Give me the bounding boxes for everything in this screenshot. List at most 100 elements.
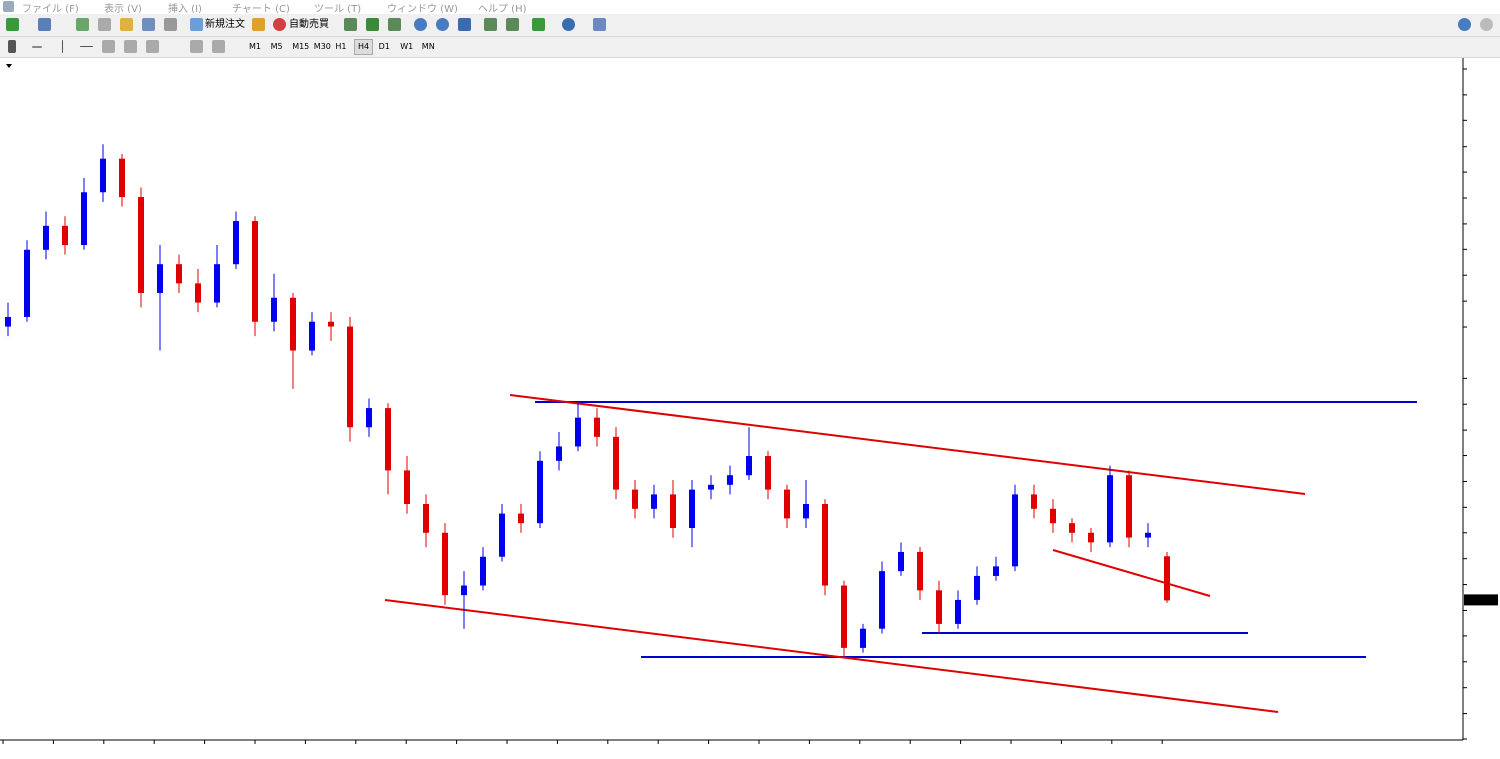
candle-body xyxy=(765,456,771,490)
candle-body xyxy=(613,436,619,490)
profiles-icon[interactable] xyxy=(38,18,51,31)
candle-body xyxy=(100,158,106,193)
candle-body xyxy=(233,221,239,265)
candle-body xyxy=(271,297,277,322)
timeframe-button[interactable]: M30 xyxy=(313,42,331,51)
menu-item[interactable]: ファイル (F) xyxy=(22,4,79,15)
candle-body xyxy=(404,470,410,504)
trendline-tool[interactable] xyxy=(102,40,115,53)
tile-icon[interactable] xyxy=(458,18,471,31)
zoom-out-icon[interactable] xyxy=(436,18,449,31)
cursor-tool[interactable] xyxy=(8,40,16,53)
periods-icon[interactable] xyxy=(562,18,575,31)
candle-body xyxy=(974,575,980,600)
candle-body xyxy=(841,585,847,648)
candle-body xyxy=(670,494,676,528)
timeframe-button[interactable]: D1 xyxy=(378,42,390,51)
timeframe-button[interactable]: M15 xyxy=(292,42,310,51)
timeframe-button[interactable]: W1 xyxy=(400,42,414,51)
channel-tool[interactable] xyxy=(124,40,137,53)
shift-icon[interactable] xyxy=(506,18,519,31)
candle-body xyxy=(1107,475,1113,543)
indicators-icon[interactable] xyxy=(532,18,545,31)
candle-body xyxy=(62,225,68,246)
zoom-in-icon[interactable] xyxy=(414,18,427,31)
candle-body xyxy=(689,489,695,528)
new-chart-icon[interactable] xyxy=(6,18,19,31)
candle-body xyxy=(651,494,657,509)
candle-body xyxy=(461,585,467,596)
timeframe-button[interactable]: MN xyxy=(421,42,435,51)
candle-body xyxy=(860,628,866,648)
candle-body xyxy=(328,321,334,327)
candle-body xyxy=(746,456,752,476)
chat-icon[interactable] xyxy=(1480,18,1493,31)
main-toolbar: 新規注文 自動売買 xyxy=(0,14,1500,37)
candle-body xyxy=(955,599,961,624)
channel-bottom-line xyxy=(384,599,1279,713)
search-icon[interactable] xyxy=(1458,18,1471,31)
candle-body xyxy=(1126,475,1132,538)
candle-body xyxy=(385,408,391,471)
app-icon xyxy=(3,1,14,12)
terminal-icon[interactable] xyxy=(142,18,155,31)
menu-item[interactable]: ウィンドウ (W) xyxy=(387,4,458,15)
candle-body xyxy=(252,221,258,322)
new-order-button[interactable]: 新規注文 xyxy=(205,19,245,30)
candle-body xyxy=(993,566,999,576)
candle-body xyxy=(556,446,562,461)
menu-bar: ファイル (F) 表示 (V) 挿入 (I) チャート (C) ツール (T) ウィンドウ… xyxy=(0,0,1500,15)
label-tool[interactable] xyxy=(190,40,203,53)
short-trend-line xyxy=(1052,549,1211,597)
vline-tool[interactable] xyxy=(62,40,63,53)
current-price-box xyxy=(1464,594,1498,606)
menu-item[interactable]: ヘルプ (H) xyxy=(478,4,527,15)
candle-body xyxy=(347,326,353,428)
chart-background xyxy=(0,58,1500,759)
candle-body xyxy=(575,417,581,447)
timeframe-button[interactable]: M5 xyxy=(270,42,283,51)
navigator-icon[interactable] xyxy=(120,18,133,31)
candle-body xyxy=(1145,532,1151,538)
candle-body xyxy=(24,249,30,317)
timeframe-button[interactable]: M1 xyxy=(249,42,261,51)
data-window-icon[interactable] xyxy=(98,18,111,31)
crosshair-tool[interactable] xyxy=(32,46,42,48)
menu-item[interactable]: 挿入 (I) xyxy=(168,4,202,15)
menu-item[interactable]: 表示 (V) xyxy=(104,4,142,15)
new-order-icon[interactable] xyxy=(190,18,203,31)
candle-body xyxy=(309,321,315,351)
candle-body xyxy=(423,503,429,533)
candle-body xyxy=(480,556,486,586)
candle-body xyxy=(366,408,372,428)
candle-body xyxy=(632,489,638,509)
candle-body xyxy=(195,283,201,303)
scroll-icon[interactable] xyxy=(484,18,497,31)
line-chart-icon[interactable] xyxy=(388,18,401,31)
auto-trading-button[interactable]: 自動売買 xyxy=(289,19,329,30)
templates-icon[interactable] xyxy=(593,18,606,31)
auto-trading-state[interactable] xyxy=(273,18,286,31)
timeframe-button[interactable]: H1 xyxy=(335,42,347,51)
candle-body xyxy=(1012,494,1018,567)
candle-body xyxy=(138,197,144,293)
timeframe-button[interactable]: H4 xyxy=(354,39,374,55)
hline-tool[interactable] xyxy=(80,46,93,47)
auto-trading-icon[interactable] xyxy=(252,18,265,31)
candle-body xyxy=(81,192,87,246)
candle-body xyxy=(1050,508,1056,524)
bar-chart-icon[interactable] xyxy=(344,18,357,31)
market-watch-icon[interactable] xyxy=(76,18,89,31)
menu-item[interactable]: ツール (T) xyxy=(314,4,362,15)
candle-body xyxy=(214,264,220,303)
candle-body xyxy=(917,551,923,591)
candle-chart-icon[interactable] xyxy=(366,18,379,31)
candle-body xyxy=(708,484,714,490)
arrows-tool[interactable] xyxy=(212,40,225,53)
candle-body xyxy=(176,264,182,284)
chart-window: USDJPY,H4106.305106.349105.819105.845111… xyxy=(0,58,1500,759)
menu-item[interactable]: チャート (C) xyxy=(232,4,290,15)
candle-body xyxy=(499,513,505,557)
fibo-tool[interactable] xyxy=(146,40,159,53)
tester-icon[interactable] xyxy=(164,18,177,31)
